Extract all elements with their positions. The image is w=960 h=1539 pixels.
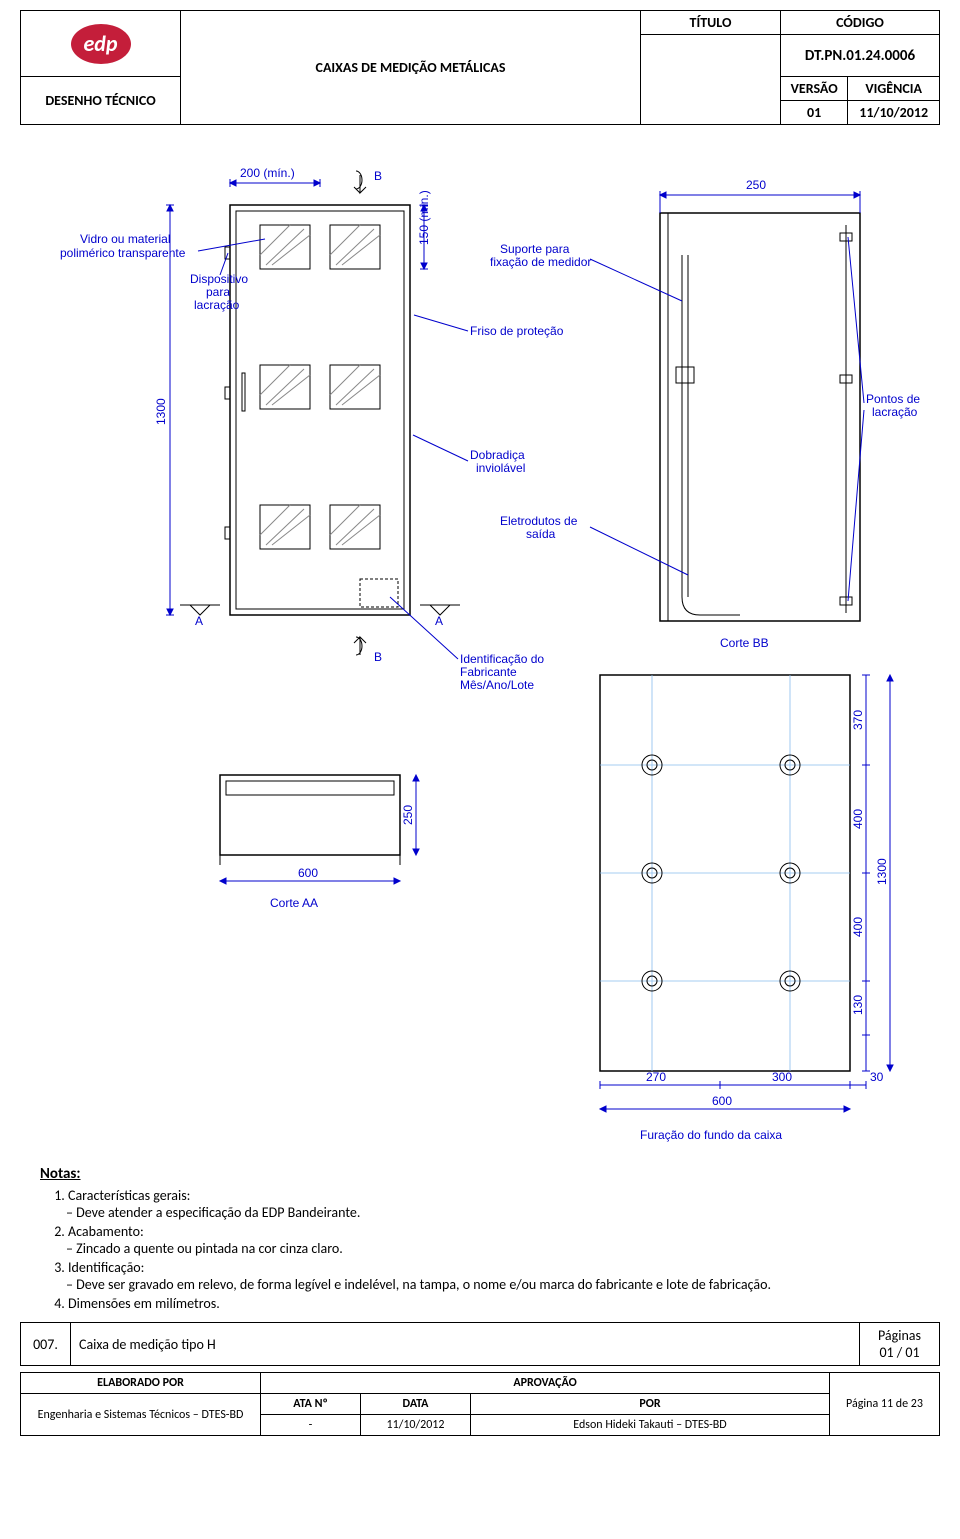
por-label: POR [471, 1394, 830, 1415]
label-pontos: Pontos de [866, 392, 920, 406]
corte-bb-label: Corte BB [720, 636, 769, 650]
label-vidro2: polimérico transparente [60, 246, 186, 260]
item-table: 007. Caixa de medição tipo H Páginas 01 … [20, 1322, 940, 1366]
dim-300: 300 [772, 1070, 792, 1084]
drawing-svg: B B A A 200 (mín.) 150 (mín.) [20, 135, 940, 1155]
ata-value: - [261, 1415, 361, 1436]
dim-370: 370 [851, 710, 865, 730]
a-mark2: A [435, 614, 443, 628]
vigencia-label: VIGÊNCIA [848, 77, 940, 101]
versao: 01 [781, 101, 848, 125]
label-eletrodutos: Eletrodutos de [500, 514, 578, 528]
label-dobradica: Dobradiça [470, 448, 525, 462]
note-4: Dimensões em milímetros. [68, 1295, 920, 1312]
dim-400b: 400 [851, 917, 865, 937]
label-suporte: Suporte para [500, 242, 570, 256]
dim-130: 130 [851, 995, 865, 1015]
label-pontos2: lacração [872, 405, 918, 419]
technical-drawing: B B A A 200 (mín.) 150 (mín.) [20, 135, 940, 1155]
ata-label: ATA Nº [261, 1394, 361, 1415]
logo-cell: edp [21, 11, 181, 77]
b-mark2: B [374, 650, 382, 664]
desenho-tecnico: DESENHO TÉCNICO [21, 77, 181, 125]
titulo-label: TÍTULO [641, 11, 781, 35]
aprovacao-label: APROVAÇÃO [261, 1373, 830, 1394]
furacao-label: Furação do fundo da caixa [640, 1128, 782, 1142]
notes-section: Notas: Características gerais: Deve aten… [30, 1165, 930, 1312]
section-A: A A [180, 605, 460, 628]
corte-aa [220, 775, 400, 865]
header-table: edp CAIXAS DE MEDIÇÃO METÁLICAS TÍTULO C… [20, 10, 940, 125]
elaborado-value: Engenharia e Sistemas Técnicos – DTES-BD [21, 1394, 261, 1436]
codigo-label: CÓDIGO [781, 11, 940, 35]
pagina-footer: Página 11 de 23 [830, 1373, 940, 1436]
item-desc: Caixa de medição tipo H [71, 1323, 860, 1366]
doc-title: CAIXAS DE MEDIÇÃO METÁLICAS [181, 11, 641, 125]
elaborado-label: ELABORADO POR [21, 1373, 261, 1394]
label-dobradica2: inviolável [476, 461, 525, 475]
dim-200-text: 200 (mín.) [240, 166, 295, 180]
label-friso: Friso de proteção [470, 324, 564, 338]
dims-bottom [600, 1081, 866, 1112]
label-dispositivo3: lacração [194, 298, 240, 312]
dim-250-bb-text: 250 [746, 178, 766, 192]
vigencia: 11/10/2012 [848, 101, 940, 125]
furacao [600, 675, 850, 1071]
dim-600-aa-text: 600 [298, 866, 318, 880]
note-3: Identificação: Deve ser gravado em relev… [68, 1259, 920, 1293]
edp-logo: edp [71, 24, 131, 64]
data-label: DATA [361, 1394, 471, 1415]
label-dispositivo: Dispositivo [190, 272, 248, 286]
dim-200 [230, 179, 320, 187]
note-1: Características gerais: Deve atender a e… [68, 1187, 920, 1221]
item-num: 007. [21, 1323, 71, 1366]
note-2: Acabamento: Zincado a quente ou pintada … [68, 1223, 920, 1257]
label-eletrodutos2: saída [526, 527, 556, 541]
label-suporte2: fixação de medidor [490, 255, 591, 269]
dim-600b: 600 [712, 1094, 732, 1108]
por-value: Edson Hideki Takauti – DTES-BD [471, 1415, 830, 1436]
dim-30: 30 [870, 1070, 884, 1084]
section-B: B B [354, 169, 382, 664]
item-pages: Páginas 01 / 01 [860, 1323, 940, 1366]
dim-270: 270 [646, 1070, 666, 1084]
note-1-1: Deve atender a especificação da EDP Band… [68, 1204, 920, 1221]
label-dispositivo2: para [206, 285, 230, 299]
versao-label: VERSÃO [781, 77, 848, 101]
doc-code: DT.PN.01.24.0006 [781, 35, 940, 77]
dim-1300b: 1300 [875, 858, 889, 885]
data-value: 11/10/2012 [361, 1415, 471, 1436]
label-ident2: Fabricante [460, 665, 517, 679]
footer-table: ELABORADO POR APROVAÇÃO Página 11 de 23 … [20, 1372, 940, 1436]
note-2-1: Zincado a quente ou pintada na cor cinza… [68, 1240, 920, 1257]
notes-heading: Notas: [40, 1165, 920, 1183]
note-3-1: Deve ser gravado em relevo, de forma leg… [68, 1276, 920, 1293]
b-mark: B [374, 169, 382, 183]
dim-250-aa-text: 250 [401, 805, 415, 825]
windows [260, 225, 380, 549]
dim-150-text: 150 (mín.) [417, 190, 431, 245]
corte-aa-label: Corte AA [270, 896, 318, 910]
dim-1300-text: 1300 [154, 398, 168, 425]
label-ident3: Mês/Ano/Lote [460, 678, 534, 692]
a-mark: A [195, 614, 203, 628]
dim-250-bb [660, 191, 860, 213]
label-ident: Identificação do [460, 652, 544, 666]
dim-400a: 400 [851, 809, 865, 829]
label-vidro: Vidro ou material [80, 232, 171, 246]
corte-bb [660, 213, 860, 621]
